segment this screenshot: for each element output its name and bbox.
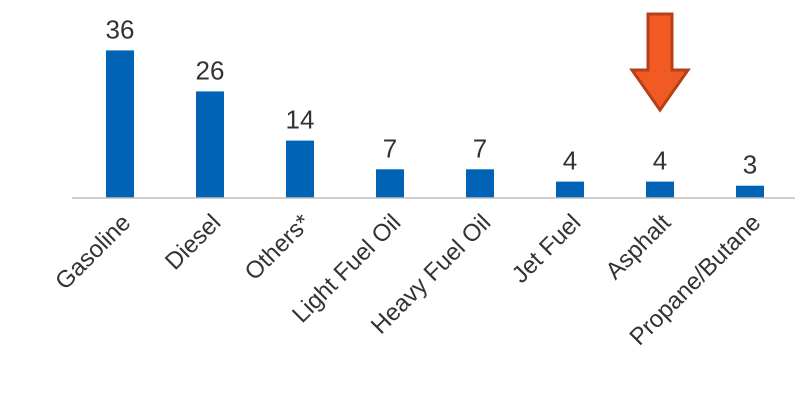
value-label-diesel: 26 xyxy=(196,55,225,85)
category-labels-group: Gasoline Diesel Others*Light Fuel OilHeavy… xyxy=(50,209,766,351)
value-label-light-fuel-oil: 7 xyxy=(383,133,397,163)
value-label-propane-butane: 3 xyxy=(743,150,757,180)
category-label-asphalt: Asphalt xyxy=(601,209,677,285)
bar-diesel xyxy=(196,91,224,198)
value-label-heavy-fuel-oil: 7 xyxy=(473,133,487,163)
bar-others xyxy=(286,140,314,198)
bar-jet-fuel xyxy=(556,181,584,198)
bar-gasoline xyxy=(106,50,134,199)
value-label-asphalt: 4 xyxy=(653,146,667,176)
bar-propane-butane xyxy=(736,185,764,198)
bar-heavy-fuel-oil xyxy=(466,169,494,198)
bar-asphalt xyxy=(646,181,674,198)
bars-group xyxy=(106,50,764,199)
category-label-gasoline: Gasoline xyxy=(50,209,136,295)
category-label-jet-fuel: Jet Fuel xyxy=(507,209,586,288)
category-label-diesel: Diesel xyxy=(160,209,226,275)
value-label-jet-fuel: 4 xyxy=(563,146,577,176)
bar-light-fuel-oil xyxy=(376,169,404,198)
highlight-arrow-icon xyxy=(629,12,691,113)
value-label-gasoline: 36 xyxy=(106,14,135,44)
down-arrow-icon xyxy=(629,12,691,113)
value-labels-group: 36 26 14 7 7 4 4 3 xyxy=(106,14,758,179)
value-label-others: 14 xyxy=(286,105,315,135)
category-label-others: Others* xyxy=(240,209,317,286)
